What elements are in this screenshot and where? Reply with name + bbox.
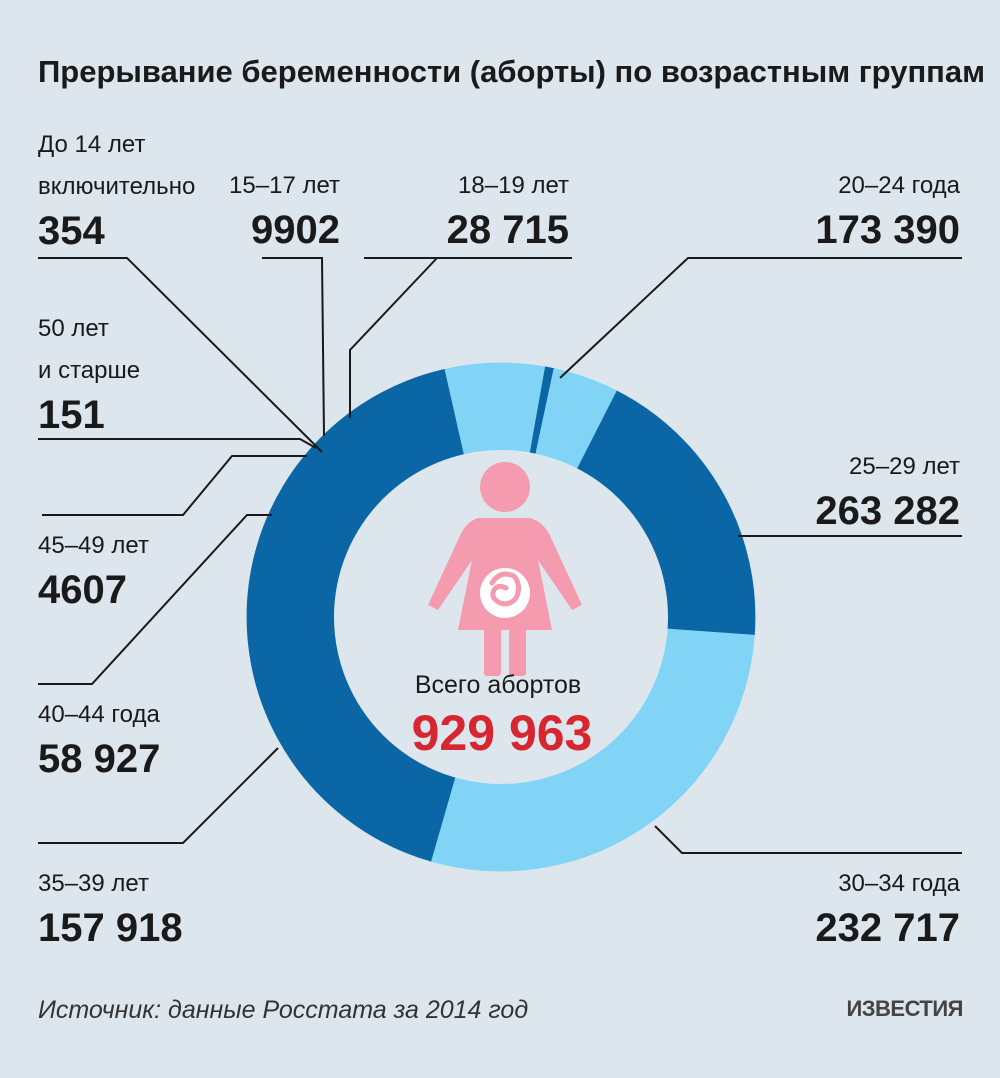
label-g45: 45–49 лет 4607: [38, 532, 149, 612]
category-label: 35–39 лет: [38, 870, 149, 897]
data-label: 9902: [251, 208, 340, 252]
category-label: 18–19 лет: [458, 172, 569, 199]
leader-g35: [38, 747, 279, 844]
data-label: 151: [38, 393, 105, 437]
label-g20: 20–24 года 173 390: [815, 172, 960, 252]
category-label: До 14 лет: [38, 131, 145, 158]
data-label: 354: [38, 209, 105, 253]
data-label: 28 715: [447, 208, 569, 252]
label-g14: До 14 лет включительно 354: [38, 131, 195, 253]
category-label: и старше: [38, 357, 140, 384]
category-label: 25–29 лет: [849, 453, 960, 480]
leader-g18: [349, 257, 572, 418]
label-g30: 30–34 года 232 717: [815, 870, 960, 950]
category-labels: До 14 лет включительно 354 15–17 лет 9902 18–…: [38, 131, 961, 950]
data-label: 157 918: [38, 906, 183, 950]
data-label: 58 927: [38, 737, 160, 781]
label-g40: 40–44 года 58 927: [38, 701, 160, 781]
publisher-logo: ИЗВЕСТИЯ: [846, 996, 963, 1021]
total-label: Всего абортов: [415, 671, 581, 699]
leader-g40: [38, 514, 272, 685]
leader-g15: [262, 257, 325, 437]
donut-ring: [246, 362, 756, 872]
data-label: 4607: [38, 568, 127, 612]
leader-g14: [38, 257, 323, 453]
label-g18: 18–19 лет 28 715: [447, 172, 569, 252]
leader-g50: [38, 438, 317, 449]
label-g35: 35–39 лет 157 918: [38, 870, 183, 950]
data-label: 263 282: [815, 489, 960, 533]
data-label: 173 390: [815, 208, 960, 252]
fetus-icon: [489, 571, 522, 607]
leader-g30: [654, 825, 962, 854]
category-label: 20–24 года: [838, 172, 960, 199]
label-g25: 25–29 лет 263 282: [815, 453, 960, 533]
category-label: 30–34 года: [838, 870, 960, 897]
category-label: 50 лет: [38, 315, 109, 342]
data-label: 232 717: [815, 906, 960, 950]
total-value: 929 963: [412, 705, 593, 761]
category-label: 15–17 лет: [229, 172, 340, 199]
leader-g20: [559, 257, 962, 379]
category-label: 45–49 лет: [38, 532, 149, 559]
pregnant-woman-icon: [428, 462, 582, 676]
leader-lines: [38, 257, 962, 854]
category-label: 40–44 года: [38, 701, 160, 728]
category-label: включительно: [38, 173, 195, 200]
chart-title: Прерывание беременности (аборты) по возр…: [38, 54, 985, 89]
label-g50: 50 лет и старше 151: [38, 315, 140, 437]
label-g15: 15–17 лет 9902: [229, 172, 340, 252]
leader-g45: [42, 455, 307, 516]
source-note: Источник: данные Росстата за 2014 год: [38, 996, 528, 1024]
